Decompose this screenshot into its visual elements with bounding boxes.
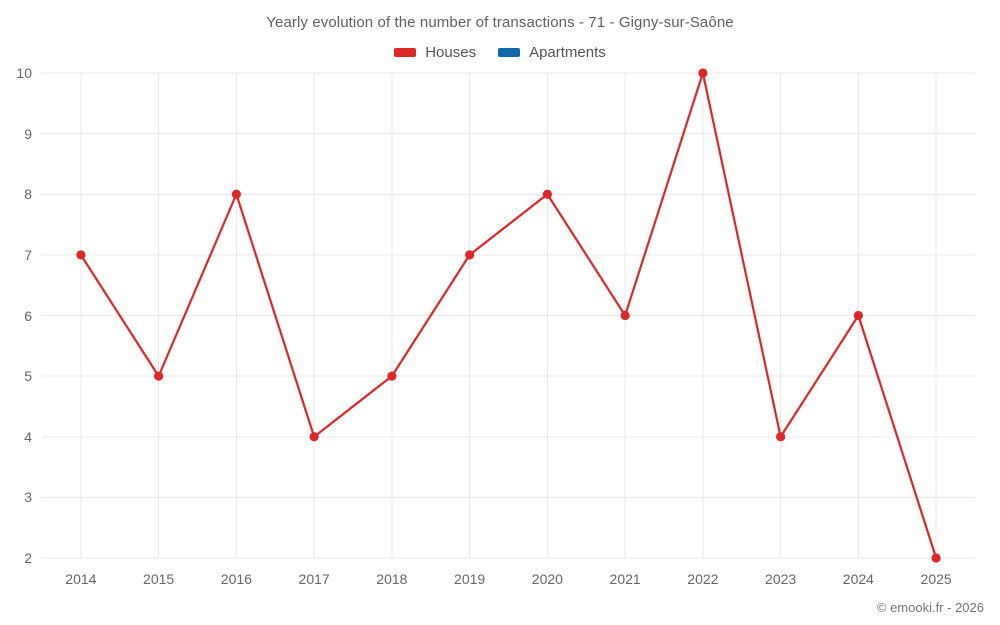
data-point[interactable]: 2025: 2 bbox=[931, 553, 941, 563]
legend-label-apartments: Apartments bbox=[529, 44, 606, 61]
data-point[interactable]: 2014: 7 bbox=[76, 250, 86, 260]
plot-svg: 2014: 7 2015: 5 2016: 8 2017: 4 2018: 5 2019:… bbox=[42, 68, 975, 563]
y-axis-tick-label: 7 bbox=[24, 246, 32, 263]
legend-swatch-houses-icon bbox=[394, 48, 417, 57]
data-point[interactable]: 2019: 7 bbox=[465, 250, 475, 260]
data-point[interactable]: 2024: 6 bbox=[853, 310, 863, 321]
x-axis-tick-label: 2022 bbox=[687, 571, 719, 587]
y-axis-tick-label: 5 bbox=[24, 368, 32, 385]
y-axis-tick-label: 3 bbox=[24, 489, 32, 506]
y-axis-tick-label: 4 bbox=[24, 428, 32, 445]
x-axis-tick-label: 2025 bbox=[920, 571, 952, 587]
x-axis-tick-label: 2017 bbox=[298, 571, 330, 587]
x-axis-tick-label: 2021 bbox=[609, 571, 641, 587]
copyright-credit: © emooki.fr - 2026 bbox=[876, 600, 984, 615]
series-line-houses bbox=[79, 71, 938, 560]
x-axis-tick-label: 2019 bbox=[454, 571, 486, 587]
y-axis-tick-label: 2 bbox=[24, 550, 32, 566]
x-axis-tick-label: 2023 bbox=[765, 571, 797, 587]
y-axis-tick-label: 9 bbox=[24, 125, 32, 142]
y-axis-tick-label: 6 bbox=[24, 307, 32, 324]
data-point[interactable]: 2018: 5 bbox=[387, 371, 397, 381]
legend-swatch-apartments-icon bbox=[498, 48, 521, 57]
x-axis-tick-label: 2018 bbox=[376, 571, 408, 587]
data-point[interactable]: 2020: 8 bbox=[542, 189, 552, 199]
data-point[interactable]: 2021: 6 bbox=[620, 310, 630, 321]
legend-label-houses: Houses bbox=[425, 44, 477, 61]
x-axis-tick-label: 2014 bbox=[65, 571, 97, 587]
data-point[interactable]: 2016: 8 bbox=[231, 189, 241, 199]
legend-item-apartments[interactable]: Apartments bbox=[498, 44, 606, 61]
x-axis-tick-label: 2015 bbox=[143, 571, 175, 587]
legend-item-houses[interactable]: Houses bbox=[394, 44, 476, 61]
x-axis-tick-label: 2024 bbox=[842, 571, 874, 587]
data-point[interactable]: 2022: 10 bbox=[698, 68, 708, 78]
data-point[interactable]: 2023: 4 bbox=[776, 432, 786, 442]
y-axis-tick-label: 10 bbox=[16, 65, 32, 81]
chart-legend: Houses Apartments bbox=[0, 44, 1000, 61]
plot-area: 2014: 7 2015: 5 2016: 8 2017: 4 2018: 5 2019:… bbox=[42, 68, 975, 563]
chart-title: Yearly evolution of the number of transa… bbox=[266, 14, 734, 31]
y-axis-tick-label: 8 bbox=[24, 186, 32, 203]
data-point[interactable]: 2015: 5 bbox=[154, 371, 164, 381]
x-axis-tick-label: 2020 bbox=[531, 571, 563, 587]
data-point[interactable]: 2017: 4 bbox=[309, 432, 319, 442]
x-axis-tick-label: 2016 bbox=[220, 571, 252, 587]
